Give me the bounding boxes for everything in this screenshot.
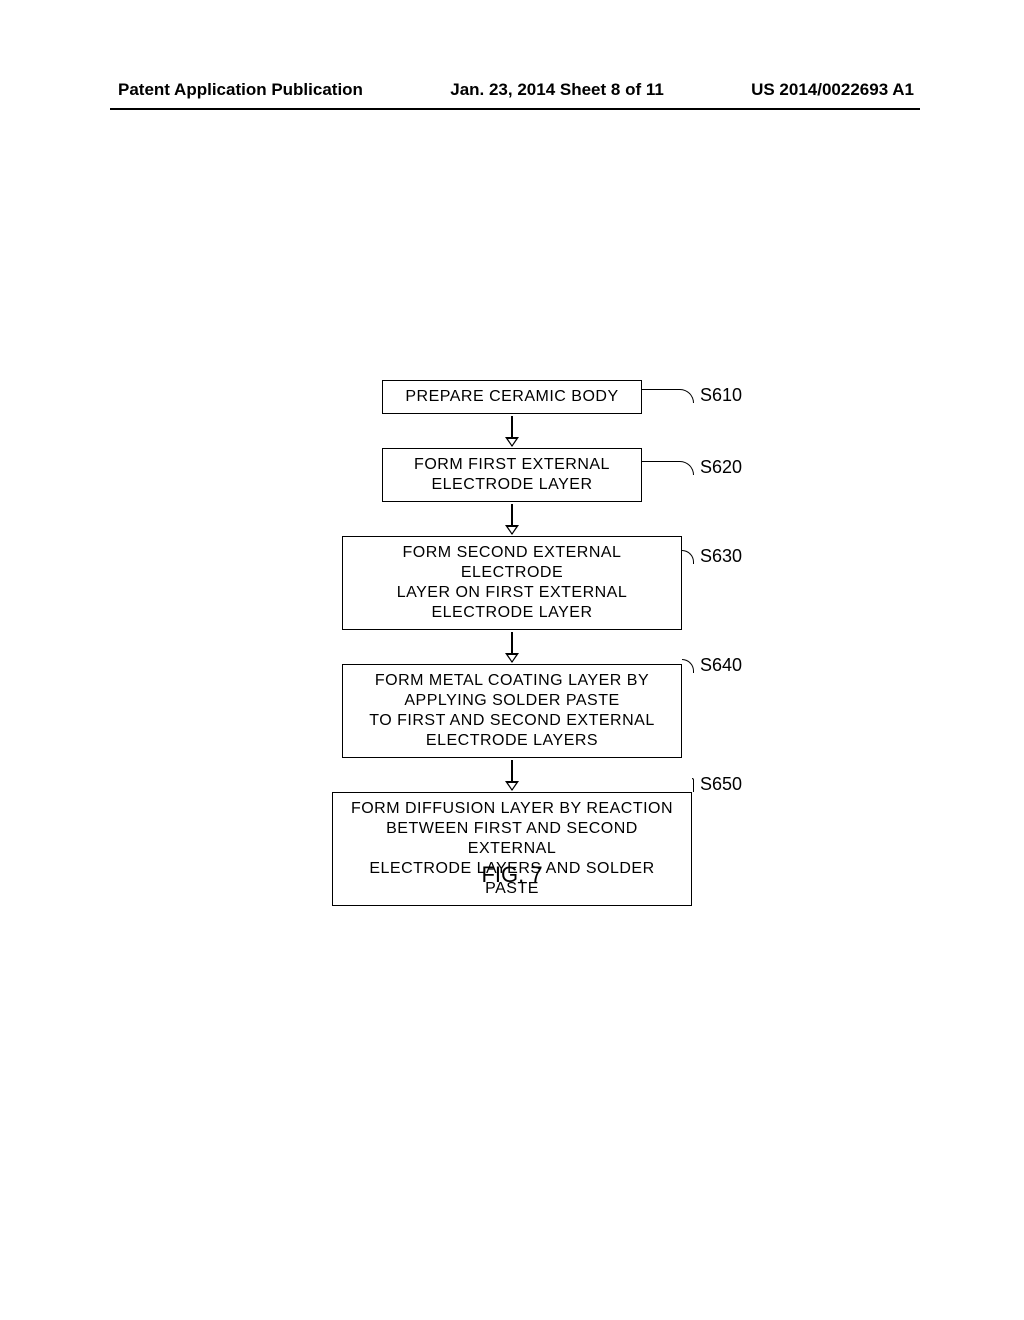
flow-box-line: FORM SECOND EXTERNAL ELECTRODE	[357, 543, 667, 583]
flow-box-line: PREPARE CERAMIC BODY	[405, 387, 618, 407]
header-right: US 2014/0022693 A1	[751, 80, 914, 100]
header-middle: Jan. 23, 2014 Sheet 8 of 11	[450, 80, 664, 100]
flow-box-line: FORM METAL COATING LAYER BY	[375, 671, 649, 691]
flow-box-line: LAYER ON FIRST EXTERNAL	[397, 583, 628, 603]
page: Patent Application Publication Jan. 23, …	[0, 0, 1024, 1320]
flow-box-line: ELECTRODE LAYER	[431, 475, 592, 495]
header-rule	[110, 108, 920, 110]
arrow-down-icon	[511, 632, 513, 662]
arrow-down-icon	[511, 504, 513, 534]
leader-line	[642, 389, 694, 403]
leader-line	[692, 778, 694, 792]
header-left: Patent Application Publication	[118, 80, 363, 100]
flow-box-line: BETWEEN FIRST AND SECOND EXTERNAL	[347, 819, 677, 859]
leader-line	[642, 461, 694, 475]
figure-caption: FIG. 7	[0, 862, 1024, 888]
flow-box-s650: FORM DIFFUSION LAYER BY REACTIONBETWEEN …	[332, 792, 692, 906]
flow-box-s630: FORM SECOND EXTERNAL ELECTRODELAYER ON F…	[342, 536, 682, 630]
flow-arrow	[0, 504, 1024, 534]
flow-box-line: TO FIRST AND SECOND EXTERNAL	[369, 711, 654, 731]
flow-box-line: FORM DIFFUSION LAYER BY REACTION	[351, 799, 673, 819]
step-label-s630: S630	[700, 546, 742, 567]
flow-box-s610: PREPARE CERAMIC BODY	[382, 380, 642, 414]
step-label-s620: S620	[700, 457, 742, 478]
flow-arrow	[0, 416, 1024, 446]
flow-step: FORM SECOND EXTERNAL ELECTRODELAYER ON F…	[0, 536, 1024, 630]
flow-step: FORM METAL COATING LAYER BYAPPLYING SOLD…	[0, 664, 1024, 758]
step-label-s610: S610	[700, 385, 742, 406]
flow-box-s620: FORM FIRST EXTERNALELECTRODE LAYER	[382, 448, 642, 502]
flow-step: PREPARE CERAMIC BODY	[0, 380, 1024, 414]
step-label-s650: S650	[700, 774, 742, 795]
flow-arrow	[0, 760, 1024, 790]
arrow-down-icon	[511, 760, 513, 790]
flow-box-s640: FORM METAL COATING LAYER BYAPPLYING SOLD…	[342, 664, 682, 758]
page-header: Patent Application Publication Jan. 23, …	[0, 80, 1024, 100]
arrow-down-icon	[511, 416, 513, 446]
flow-box-line: APPLYING SOLDER PASTE	[404, 691, 619, 711]
flow-arrow	[0, 632, 1024, 662]
step-label-s640: S640	[700, 655, 742, 676]
flow-step: FORM FIRST EXTERNALELECTRODE LAYER	[0, 448, 1024, 502]
flow-box-line: ELECTRODE LAYER	[431, 603, 592, 623]
flow-box-line: FORM FIRST EXTERNAL	[414, 455, 610, 475]
flow-box-line: ELECTRODE LAYERS	[426, 731, 598, 751]
flowchart: PREPARE CERAMIC BODY S610 FORM FIRST EXTER…	[0, 380, 1024, 906]
flow-step: FORM DIFFUSION LAYER BY REACTIONBETWEEN …	[0, 792, 1024, 906]
